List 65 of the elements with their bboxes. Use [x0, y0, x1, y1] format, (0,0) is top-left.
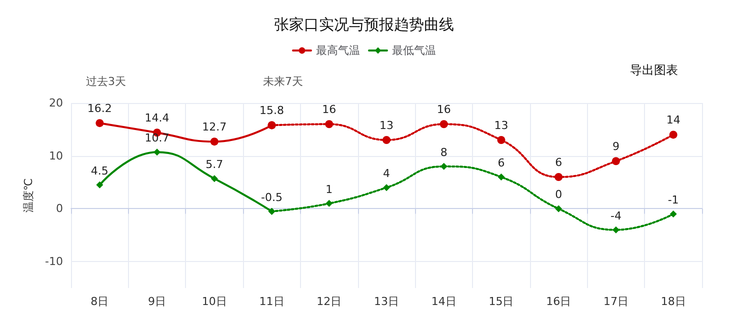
data-label: 5.7 — [206, 158, 224, 172]
x-tick-label: 13日 — [374, 295, 399, 308]
point — [440, 162, 448, 170]
x-tick-label: 10日 — [202, 295, 227, 308]
data-label: 8 — [440, 146, 448, 159]
x-tick-label: 16日 — [546, 295, 572, 308]
point — [268, 208, 276, 215]
point — [497, 136, 506, 144]
point — [96, 181, 104, 188]
text: 导出图表 — [630, 63, 678, 77]
x-tick-label: 11日 — [259, 295, 284, 308]
point — [554, 173, 563, 181]
x-tick-label: 17日 — [603, 295, 628, 308]
x-tick-label: 14日 — [431, 295, 456, 308]
point — [440, 120, 448, 128]
legend-label: 最低气温 — [392, 44, 436, 57]
data-label: -1 — [668, 194, 679, 206]
point — [210, 175, 218, 182]
y-tick-label: -10 — [45, 255, 63, 268]
point — [326, 200, 333, 207]
data-label: 14 — [666, 114, 680, 127]
point — [670, 210, 677, 218]
point — [612, 226, 620, 234]
data-label: -4 — [610, 209, 622, 222]
text: 过去3天 — [86, 75, 126, 88]
data-label: 9 — [612, 140, 620, 154]
point — [382, 136, 390, 144]
data-label: 13 — [494, 119, 508, 132]
data-label: 10.7 — [144, 132, 170, 145]
x-tick-label: 15日 — [488, 295, 514, 308]
data-label: 15.8 — [260, 104, 284, 118]
legend-label: 最高气温 — [316, 44, 360, 57]
data-label: 16 — [436, 103, 451, 116]
point — [555, 205, 562, 212]
y-tick-label: 20 — [49, 96, 63, 110]
data-label: 12.7 — [202, 120, 227, 134]
data-label: 6 — [555, 156, 562, 169]
data-label: -0.5 — [261, 190, 283, 204]
x-tick-label: 12日 — [316, 295, 342, 308]
text: 未来7天 — [263, 75, 303, 88]
point — [325, 120, 334, 128]
chart-title: 张家口实况与预报趋势曲线 — [274, 16, 454, 34]
x-tick-label: 8日 — [90, 295, 109, 308]
point — [612, 157, 620, 166]
data-label: 4.5 — [90, 164, 108, 178]
point — [669, 130, 678, 139]
data-label: 1 — [326, 182, 333, 196]
data-label: 13 — [380, 119, 394, 132]
point — [210, 138, 218, 146]
y-tick-label: 0 — [56, 202, 63, 216]
point — [498, 174, 505, 180]
y-tick-label: 10 — [49, 149, 63, 162]
y-axis-title: 温度℃ — [22, 178, 36, 213]
x-tick-label: 18日 — [660, 295, 686, 308]
x-tick-label: 9日 — [148, 295, 166, 308]
data-label: 4 — [383, 167, 390, 180]
data-label: 16.2 — [87, 102, 112, 116]
data-label: 6 — [498, 156, 505, 170]
data-label: 0 — [555, 188, 562, 202]
point — [154, 148, 161, 156]
point — [383, 184, 390, 192]
data-label: 16 — [322, 103, 336, 116]
point — [96, 119, 104, 128]
data-label: 14.4 — [144, 112, 170, 125]
point — [268, 121, 276, 130]
